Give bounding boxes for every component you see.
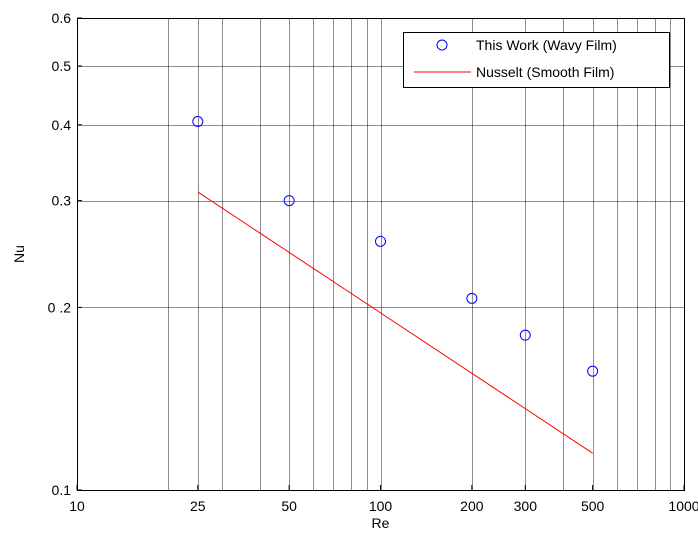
y-axis-label: Nu <box>11 245 27 263</box>
x-tick-label: 50 <box>281 498 297 514</box>
y-tick-label: 0.6 <box>52 10 72 26</box>
legend-label-nusselt: Nusselt (Smooth Film) <box>476 64 614 80</box>
y-tick-label: 0.3 <box>52 193 72 209</box>
plot-frame <box>77 18 685 491</box>
x-axis-ticks: 10 25 50 100 200 300 500 1000 <box>69 485 698 514</box>
legend: This Work (Wavy Film) Nusselt (Smooth Fi… <box>403 32 670 88</box>
legend-label-this-work: This Work (Wavy Film) <box>476 37 617 53</box>
legend-box <box>403 32 670 88</box>
x-tick-label: 1000 <box>668 498 698 514</box>
legend-marker-this-work <box>436 39 448 51</box>
series-lines <box>197 191 593 454</box>
x-tick-label: 10 <box>69 498 85 514</box>
y-tick-label: 0.1 <box>52 482 72 498</box>
series-points <box>192 116 599 377</box>
y-tick-label: 0 .2 <box>48 299 72 315</box>
x-axis-label: Re <box>372 515 390 531</box>
x-tick-label: 300 <box>514 498 538 514</box>
data-point <box>466 292 478 304</box>
y-axis-ticks: 0.1 0 .2 0.3 0.4 0.5 0.6 <box>48 10 82 498</box>
data-point <box>283 195 295 207</box>
x-tick-label: 200 <box>460 498 484 514</box>
data-point <box>192 116 204 128</box>
x-tick-label: 25 <box>190 498 206 514</box>
data-point <box>519 329 531 341</box>
y-tick-label: 0.5 <box>52 58 72 74</box>
x-tick-label: 100 <box>369 498 393 514</box>
data-point <box>375 235 386 247</box>
nusselt-line <box>197 191 593 454</box>
data-point <box>587 365 599 377</box>
y-tick-label: 0.4 <box>52 117 72 133</box>
x-tick-label: 500 <box>581 498 605 514</box>
